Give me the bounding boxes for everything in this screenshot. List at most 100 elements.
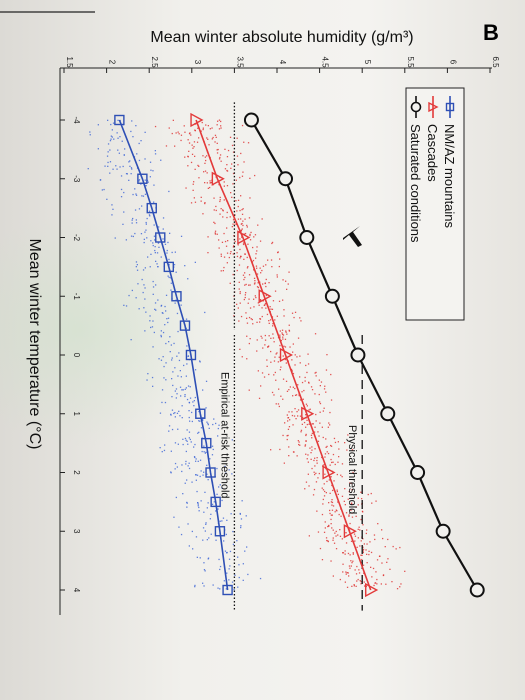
scatter-point [170, 289, 172, 291]
scatter-point [216, 149, 218, 151]
scatter-point [285, 280, 287, 282]
scatter-point [169, 351, 171, 353]
data-point-square [114, 114, 125, 126]
scatter-point [348, 514, 350, 516]
scatter-point [378, 555, 381, 557]
scatter-point [325, 446, 327, 448]
scatter-point [153, 224, 155, 226]
scatter-point [111, 136, 113, 138]
scatter-point [129, 160, 131, 162]
scatter-point [244, 272, 246, 274]
scatter-point [268, 335, 270, 337]
scatter-point [203, 562, 205, 564]
scatter-point [246, 335, 248, 337]
scatter-point [152, 242, 154, 244]
scatter-point [344, 581, 346, 583]
scatter-point [218, 558, 220, 561]
scatter-point [343, 500, 345, 502]
scatter-point [146, 217, 148, 220]
scatter-point [341, 476, 343, 478]
scatter-point [293, 316, 295, 319]
scatter-point [240, 255, 242, 257]
scatter-point [282, 338, 284, 340]
scatter-point [272, 300, 275, 302]
scatter-point [249, 239, 252, 241]
scatter-point [322, 464, 324, 467]
scatter-point [168, 425, 171, 427]
scatter-point [268, 320, 270, 322]
scatter-point [149, 266, 151, 268]
scatter-point [188, 416, 190, 419]
scatter-point [286, 288, 288, 290]
scatter-point [353, 533, 356, 535]
scatter-point [125, 173, 128, 175]
scatter-point [188, 467, 191, 470]
scatter-point [149, 176, 151, 178]
scatter-point [135, 222, 138, 224]
scatter-point [326, 445, 328, 448]
data-point-square [185, 349, 197, 361]
scatter-point [187, 155, 189, 157]
scatter-point [109, 140, 112, 142]
scatter-point [217, 427, 219, 430]
scatter-point [174, 416, 176, 418]
scatter-point [283, 462, 285, 464]
scatter-point [327, 452, 330, 455]
scatter-point [207, 125, 209, 127]
scatter-point [192, 147, 194, 149]
scatter-point [191, 481, 193, 483]
scatter-point [333, 480, 335, 482]
scatter-point [143, 238, 145, 240]
scatter-point [238, 288, 240, 290]
scatter-point [167, 275, 169, 277]
scatter-point [193, 400, 195, 402]
scatter-point [246, 226, 248, 228]
scatter-point [234, 574, 236, 576]
scatter-point [226, 572, 228, 574]
scatter-point [274, 319, 276, 321]
scatter-point [164, 401, 167, 404]
scatter-point [247, 142, 250, 144]
scatter-point [213, 221, 215, 223]
scatter-point [286, 414, 288, 416]
scatter-point [199, 557, 201, 559]
scatter-point [299, 317, 301, 319]
scatter-point [387, 558, 389, 560]
scatter-point [144, 267, 146, 269]
scatter-point [297, 415, 299, 417]
scatter-point [339, 529, 341, 531]
scatter-point [229, 252, 232, 255]
scatter-point [144, 193, 147, 195]
scatter-point [174, 145, 176, 147]
scatter-point [222, 216, 224, 218]
scatter-point [385, 583, 387, 585]
scatter-point [330, 458, 332, 461]
scatter-point [128, 294, 130, 297]
scatter-point [255, 257, 257, 259]
scatter-point [295, 418, 297, 420]
scatter-point [125, 305, 128, 307]
scatter-point [351, 516, 354, 518]
scatter-point [340, 515, 342, 517]
scatter-point [265, 278, 267, 281]
scatter-point [330, 560, 332, 562]
scatter-point [279, 448, 281, 451]
scatter-point [331, 501, 334, 504]
scatter-point [120, 188, 123, 191]
legend-marker [410, 101, 422, 113]
scatter-point [239, 302, 241, 304]
scatter-point [204, 570, 206, 572]
scatter-point [157, 242, 160, 244]
scatter-point [238, 576, 240, 579]
scatter-point [162, 228, 164, 230]
scatter-point [367, 493, 369, 496]
data-point-triangle [237, 230, 251, 245]
scatter-point [332, 575, 334, 577]
scatter-point [203, 451, 205, 453]
scatter-point [145, 223, 147, 225]
scatter-point [236, 155, 239, 157]
scatter-point [329, 509, 331, 512]
scatter-point [188, 410, 190, 412]
scatter-point [284, 338, 287, 340]
scatter-point [255, 296, 257, 299]
